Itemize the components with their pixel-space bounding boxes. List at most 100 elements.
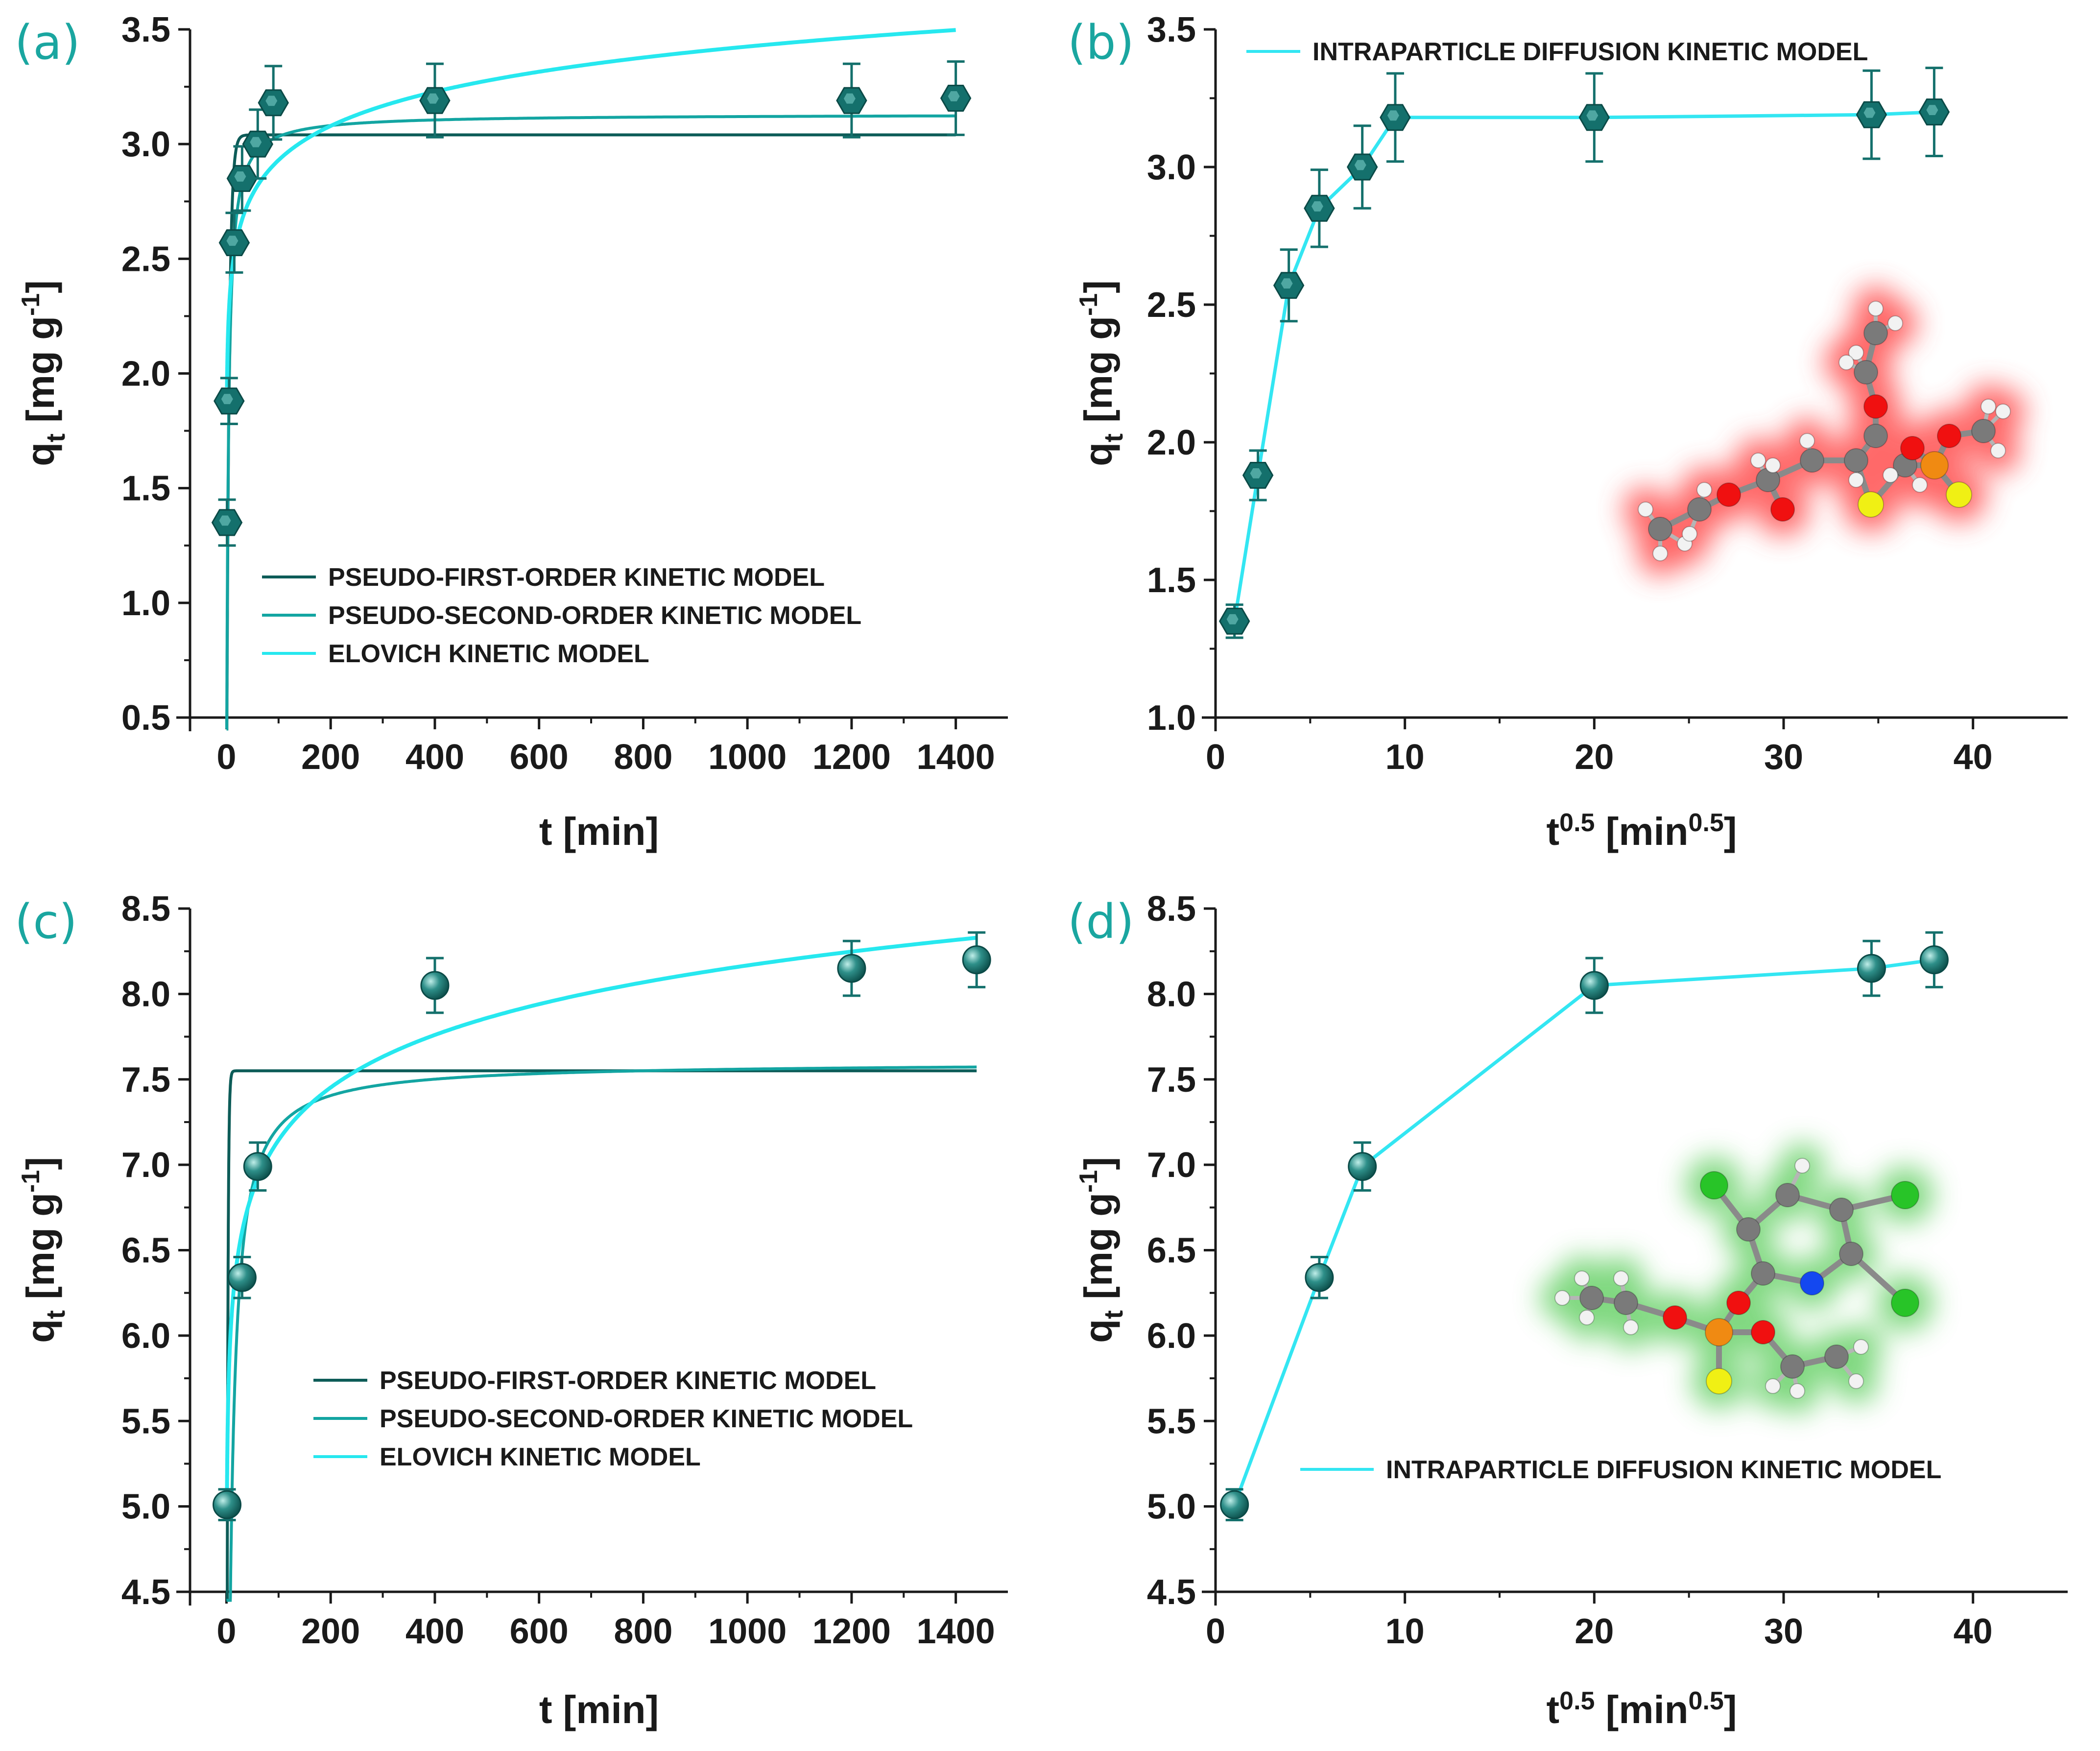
superscript: 0.5 <box>1559 1687 1595 1715</box>
y-tick-label: 8.0 <box>121 975 170 1014</box>
atom-o <box>1770 497 1795 522</box>
atom-h <box>1638 502 1653 517</box>
atom-h <box>1887 315 1903 331</box>
label-part: ] <box>19 280 62 293</box>
y-tick-label: 6.0 <box>121 1317 170 1356</box>
x-tick-label: 0 <box>216 738 236 777</box>
atom-c <box>1579 1286 1604 1310</box>
y-tick-label: 5.5 <box>121 1402 170 1441</box>
y-axis-label: qt [mg g-1] <box>1074 280 1128 466</box>
subscript: t <box>1099 1310 1128 1319</box>
x-tick-label: 0 <box>1206 1612 1225 1651</box>
model-curve-elovich <box>225 28 956 387</box>
y-tick-label: 3.5 <box>1147 10 1196 49</box>
atom-h <box>1574 1271 1590 1286</box>
data-point-highlight <box>1863 107 1876 118</box>
atom-c <box>1854 360 1878 384</box>
legend-label: ELOVICH KINETIC MODEL <box>380 1443 701 1471</box>
atom-o <box>1900 436 1925 460</box>
atom-cl <box>1891 1181 1919 1209</box>
atom-c <box>1971 419 1996 443</box>
atom-o <box>1663 1305 1687 1330</box>
y-tick-label: 5.0 <box>121 1487 170 1527</box>
data-point-highlight <box>221 394 233 405</box>
label-part: [mg g <box>1076 1193 1120 1310</box>
malathion-molecule <box>1623 287 2025 576</box>
y-axis-label: qt [mg g-1] <box>17 280 71 466</box>
y-tick-label: 6.5 <box>121 1231 170 1271</box>
chlorpyrifos-molecule <box>1540 1144 1933 1413</box>
label-part: q <box>1076 442 1120 466</box>
x-tick-label: 1400 <box>917 1612 995 1651</box>
y-tick-label: 4.5 <box>121 1573 170 1612</box>
label-part: [mg g <box>19 1193 62 1310</box>
label-part: t <box>1547 1688 1560 1731</box>
atom-s <box>1946 481 1972 508</box>
panel-label: (c) <box>15 894 77 949</box>
data-point-highlight <box>1586 110 1599 121</box>
atom-o <box>1726 1291 1751 1315</box>
data-point-highlight <box>226 236 239 246</box>
y-axis-label: qt [mg g-1] <box>17 1157 71 1343</box>
data-point-highlight <box>948 91 960 101</box>
y-tick-label: 2.0 <box>121 355 170 394</box>
y-tick-label: 2.5 <box>1147 286 1196 325</box>
x-tick-label: 800 <box>614 738 672 777</box>
x-tick-label: 400 <box>406 738 464 777</box>
legend-label: PSEUDO-SECOND-ORDER KINETIC MODEL <box>328 601 861 630</box>
data-point-highlight <box>843 93 856 104</box>
y-tick-label: 7.5 <box>1147 1060 1196 1100</box>
data-point-highlight <box>265 96 278 106</box>
atom-p <box>1705 1318 1733 1346</box>
x-tick-label: 600 <box>510 1612 569 1651</box>
panel-b: 1.01.52.02.53.03.50 10 20 30 40(b)t0.5 [min0… <box>1068 10 2068 853</box>
label-part: ] <box>19 1157 62 1170</box>
atom-c <box>1648 517 1672 541</box>
y-tick-label: 1.5 <box>1147 561 1196 600</box>
y-tick-label: 8.5 <box>121 889 170 929</box>
y-tick-label: 0.5 <box>121 698 170 738</box>
y-tick-label: 3.0 <box>1147 148 1196 187</box>
panel-label: (d) <box>1068 894 1134 949</box>
legend-label: ELOVICH KINETIC MODEL <box>328 640 649 668</box>
legend: INTRAPARTICLE DIFFUSION KINETIC MODEL <box>1246 38 1868 66</box>
model-curve-pso <box>226 1065 977 1602</box>
data-point <box>1919 945 1949 975</box>
panel-c: 4.5 5.0 5.5 6.0 6.5 7.0 7.5 8.0 8.5 0 200 400 600 800… <box>15 889 1008 1731</box>
superscript: -1 <box>17 293 45 316</box>
model-curve-pfo <box>226 1069 977 1602</box>
atom-c <box>1824 1344 1849 1369</box>
label-part: q <box>19 442 62 466</box>
label-part: [mg g <box>19 316 62 433</box>
x-tick-label: 1200 <box>812 1612 891 1651</box>
data-point-highlight <box>427 93 439 104</box>
data-point <box>837 954 866 983</box>
atom-n <box>1800 1271 1824 1295</box>
atom-h <box>1799 433 1815 449</box>
atom-h <box>1554 1290 1570 1306</box>
panel-label: (a) <box>15 15 80 70</box>
y-tick-label: 2.0 <box>1147 423 1196 462</box>
atom-h <box>1765 1378 1781 1394</box>
y-tick-label: 4.5 <box>1147 1573 1196 1612</box>
atom-h <box>1696 482 1712 498</box>
atom-h <box>1794 1158 1810 1174</box>
data-point <box>1348 1152 1377 1181</box>
y-tick-label: 7.0 <box>121 1146 170 1185</box>
atom-c <box>1844 448 1868 473</box>
x-tick-label: 40 <box>1954 1612 1993 1651</box>
x-tick-label: 1200 <box>812 738 891 777</box>
legend-label: INTRAPARTICLE DIFFUSION KINETIC MODEL <box>1386 1456 1941 1484</box>
legend: INTRAPARTICLE DIFFUSION KINETIC MODEL <box>1300 1456 1941 1484</box>
model-curve-pfo <box>225 133 956 731</box>
x-tick-label: 200 <box>301 738 360 777</box>
atom-h <box>1981 399 1996 414</box>
label-part: [mg g <box>1076 316 1120 433</box>
x-axis-label: t [min] <box>539 810 659 853</box>
atom-o <box>1751 1320 1775 1344</box>
data-point <box>962 945 991 975</box>
x-tick-label: 10 <box>1385 1612 1425 1651</box>
x-tick-label: 0 <box>1206 738 1225 777</box>
atom-o <box>1717 482 1741 507</box>
